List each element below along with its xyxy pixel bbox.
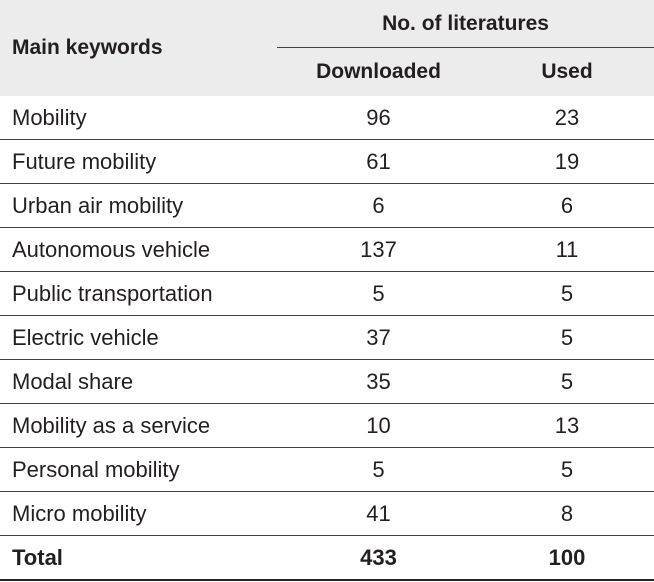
- used-cell: 5: [480, 359, 654, 404]
- used-cell: 8: [480, 491, 654, 536]
- used-cell: 19: [480, 139, 654, 184]
- table-row: Future mobility 61 19: [0, 139, 654, 184]
- table-row: Autonomous vehicle 137 11: [0, 227, 654, 272]
- keyword-cell: Public transportation: [0, 271, 277, 316]
- used-cell: 11: [480, 227, 654, 272]
- used-cell: 6: [480, 183, 654, 228]
- downloaded-cell: 37: [277, 315, 480, 360]
- total-row: Total 433 100: [0, 535, 654, 581]
- header-no-of-literatures: No. of literatures: [277, 0, 654, 48]
- header-used: Used: [480, 47, 654, 96]
- header-row-sub: Downloaded Used: [0, 47, 654, 96]
- downloaded-cell: 137: [277, 227, 480, 272]
- keyword-cell: Electric vehicle: [0, 315, 277, 360]
- keyword-cell: Urban air mobility: [0, 183, 277, 228]
- keyword-cell: Autonomous vehicle: [0, 227, 277, 272]
- downloaded-cell: 35: [277, 359, 480, 404]
- header-row-top: Main keywords No. of literatures: [0, 0, 654, 96]
- header-downloaded: Downloaded: [277, 47, 480, 96]
- table-header: Main keywords No. of literatures Downloa…: [0, 0, 654, 96]
- table-row: Modal share 35 5: [0, 359, 654, 404]
- table-row: Personal mobility 5 5: [0, 447, 654, 492]
- used-cell: 5: [480, 315, 654, 360]
- table-row: Public transportation 5 5: [0, 271, 654, 316]
- keyword-cell: Micro mobility: [0, 491, 277, 536]
- downloaded-cell: 5: [277, 447, 480, 492]
- table-body: Mobility 96 23 Future mobility 61 19 Urb…: [0, 96, 654, 581]
- table-row: Urban air mobility 6 6: [0, 183, 654, 228]
- table-row: Electric vehicle 37 5: [0, 315, 654, 360]
- total-label: Total: [0, 535, 277, 581]
- downloaded-cell: 6: [277, 183, 480, 228]
- table-row: Mobility as a service 10 13: [0, 403, 654, 448]
- table-row: Mobility 96 23: [0, 96, 654, 140]
- keyword-cell: Personal mobility: [0, 447, 277, 492]
- used-cell: 5: [480, 271, 654, 316]
- downloaded-cell: 5: [277, 271, 480, 316]
- used-cell: 13: [480, 403, 654, 448]
- used-cell: 5: [480, 447, 654, 492]
- total-downloaded: 433: [277, 535, 480, 581]
- keyword-cell: Modal share: [0, 359, 277, 404]
- keyword-cell: Future mobility: [0, 139, 277, 184]
- used-cell: 23: [480, 96, 654, 140]
- keyword-cell: Mobility as a service: [0, 403, 277, 448]
- downloaded-cell: 61: [277, 139, 480, 184]
- downloaded-cell: 10: [277, 403, 480, 448]
- table-row: Micro mobility 41 8: [0, 491, 654, 536]
- downloaded-cell: 41: [277, 491, 480, 536]
- keyword-cell: Mobility: [0, 96, 277, 140]
- total-used: 100: [480, 535, 654, 581]
- header-main-keywords: Main keywords: [0, 0, 277, 96]
- downloaded-cell: 96: [277, 96, 480, 140]
